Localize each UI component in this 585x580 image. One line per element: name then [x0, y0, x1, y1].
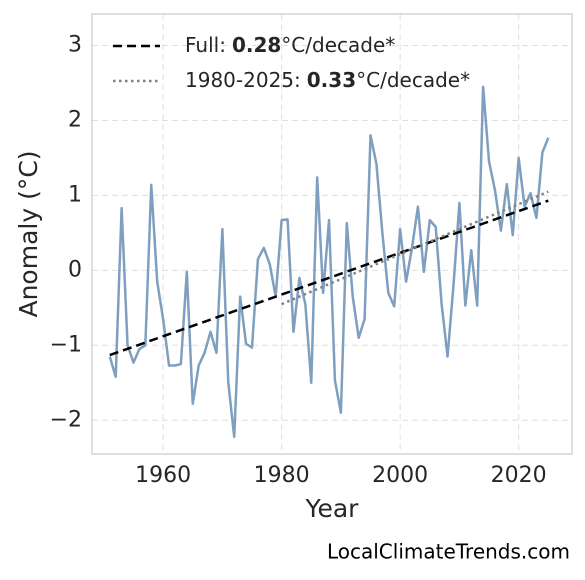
marks [108, 85, 550, 439]
x-tick-label: 2020 [491, 463, 547, 488]
x-tick-label: 1980 [254, 463, 310, 488]
legend-entry: 1980-2025: 0.33°C/decade* [185, 68, 470, 92]
legend-slope: 0.33 [307, 68, 356, 92]
y-tick-label: 0 [68, 257, 82, 282]
legend-unit: °C/decade* [356, 68, 470, 92]
x-tick-label: 2000 [372, 463, 428, 488]
legend-slope: 0.28 [232, 33, 281, 57]
trend-line [109, 199, 549, 357]
y-tick-label: 3 [68, 32, 82, 57]
legend-label: 1980-2025: [185, 68, 301, 92]
x-axis-label: Year [305, 494, 360, 523]
y-axis-label: Anomaly (°C) [14, 150, 43, 317]
source: LocalClimateTrends.com [327, 540, 570, 564]
y-tick-label: −1 [50, 332, 82, 357]
y-tick-label: 1 [68, 182, 82, 207]
y-tick-label: 2 [68, 107, 82, 132]
legend-unit: °C/decade* [281, 33, 395, 57]
trend-line [281, 190, 549, 306]
x-tick-label: 1960 [135, 463, 191, 488]
plot-frame [91, 13, 573, 455]
legend-entry: Full: 0.28°C/decade* [185, 33, 395, 57]
y-tick-label: −2 [50, 407, 82, 432]
data-line [108, 85, 550, 439]
legend-label: Full: [185, 33, 226, 57]
